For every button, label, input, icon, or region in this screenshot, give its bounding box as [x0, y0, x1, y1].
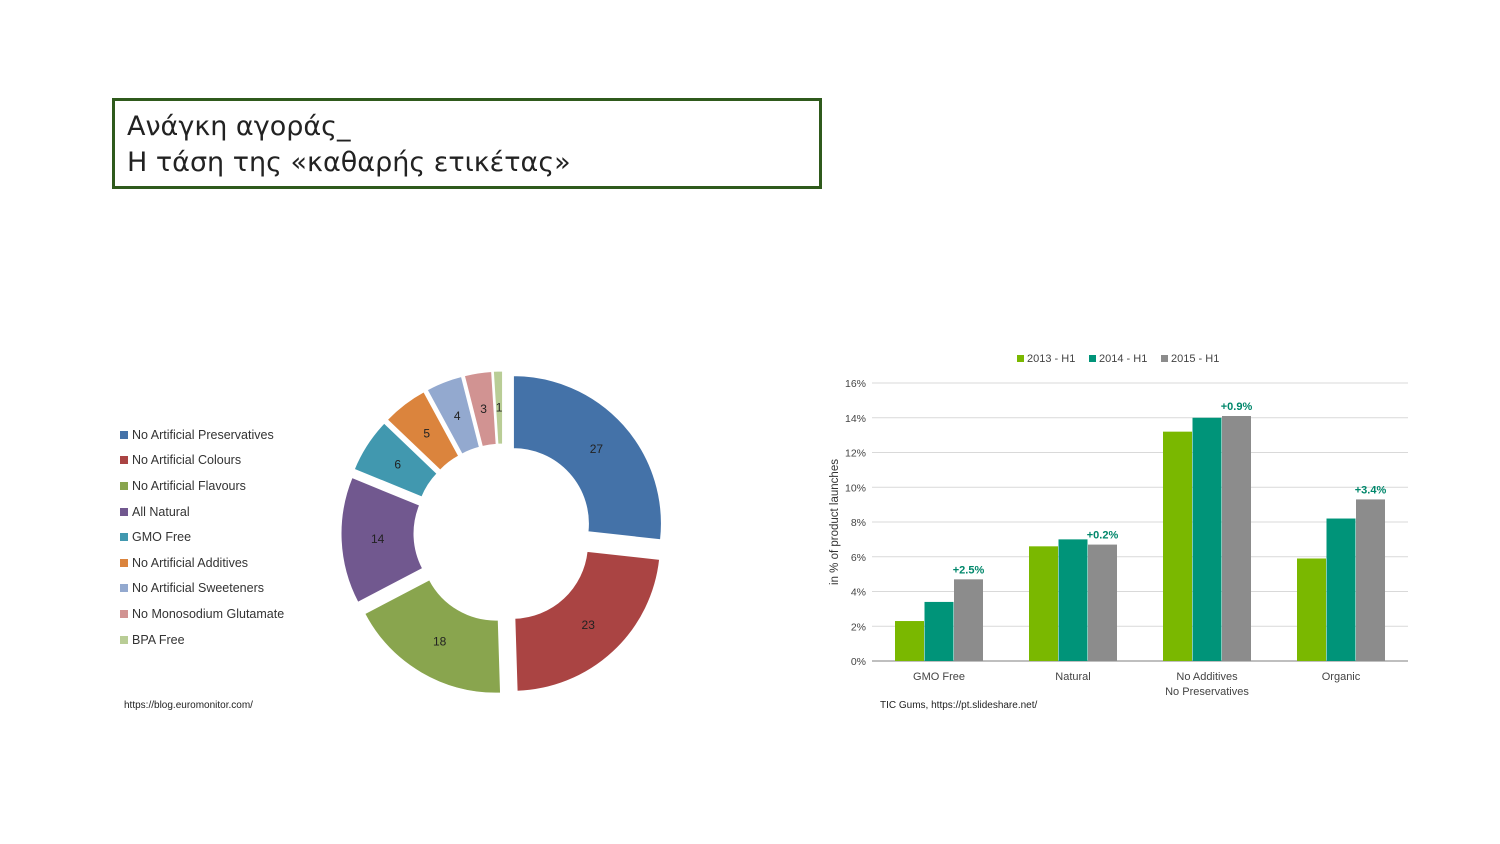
- donut-label-all-natural: 14: [371, 532, 385, 546]
- y-tick-label: 0%: [851, 656, 866, 668]
- bar-no-additives-no-preservatives-2014-h1: [1192, 417, 1222, 661]
- legend-label: No Artificial Additives: [132, 555, 249, 570]
- bar-legend-swatch: [1161, 355, 1168, 362]
- donut-label-bpa-free: 1: [496, 401, 503, 415]
- y-axis-label: in % of product launches: [829, 459, 841, 585]
- legend-swatch: [120, 430, 128, 439]
- x-tick-label: Natural: [1055, 671, 1090, 683]
- donut-chart: 27 23 18 14 6 5 4 3 1: [340, 370, 662, 694]
- y-tick-label: 10%: [845, 482, 866, 494]
- y-tick-label: 14%: [845, 413, 866, 425]
- bar-legend-swatch: [1017, 355, 1024, 362]
- x-tick-label: No Additives: [1176, 671, 1238, 683]
- donut-label-no-artificial-flavours: 18: [433, 634, 447, 648]
- legend-item-no-artificial-preservatives: No Artificial Preservatives: [120, 422, 340, 448]
- legend-label: GMO Free: [132, 530, 192, 545]
- legend-item-all-natural: All Natural: [120, 499, 340, 525]
- donut-legend: No Artificial Preservatives No Artificial…: [120, 422, 340, 652]
- bar-organic-2013-h1: [1297, 558, 1326, 661]
- legend-label: BPA Free: [132, 632, 185, 647]
- bar-gmo-free-2013-h1: [895, 621, 924, 661]
- slide-title-line-1: Ανάγκη αγοράς_: [127, 111, 351, 142]
- donut-label-no-monosodium-glutamate: 3: [480, 402, 487, 416]
- bar-natural-2014-h1: [1058, 539, 1088, 661]
- legend-swatch: [120, 609, 128, 618]
- legend-label: No Artificial Preservatives: [132, 427, 274, 442]
- bar-no-additives-no-preservatives-2013-h1: [1163, 431, 1192, 661]
- x-tick-label: GMO Free: [913, 671, 965, 683]
- x-tick-label: No Preservatives: [1165, 686, 1249, 698]
- donut-label-gmo-free: 6: [394, 458, 401, 472]
- legend-swatch: [120, 635, 128, 644]
- legend-item-gmo-free: GMO Free: [120, 524, 340, 550]
- bar-natural-2013-h1: [1029, 546, 1058, 661]
- legend-item-no-artificial-flavours: No Artificial Flavours: [120, 473, 340, 499]
- donut-label-no-artificial-preservatives: 27: [590, 442, 604, 456]
- slide-title-line-2: Η τάση της «καθαρής ετικέτας»: [127, 147, 571, 178]
- bar-annotation: +3.4%: [1355, 484, 1387, 496]
- legend-label: All Natural: [132, 504, 190, 519]
- y-tick-label: 2%: [851, 621, 866, 633]
- bar-no-additives-no-preservatives-2015-h1: [1222, 416, 1251, 661]
- bar-organic-2015-h1: [1356, 499, 1385, 661]
- bar-annotation: +2.5%: [953, 564, 985, 576]
- legend-item-no-artificial-sweeteners: No Artificial Sweeteners: [120, 576, 340, 602]
- donut-slice-no-monosodium-glutamate: [463, 370, 497, 448]
- bar-legend-label: 2015 - H1: [1171, 353, 1219, 365]
- legend-swatch: [120, 533, 128, 542]
- x-tick-label: Organic: [1322, 671, 1361, 683]
- bar-legend-label: 2014 - H1: [1099, 353, 1147, 365]
- legend-swatch: [120, 456, 128, 465]
- y-tick-label: 16%: [845, 378, 866, 390]
- donut-label-no-artificial-sweeteners: 4: [454, 409, 461, 423]
- donut-slice-no-artificial-sweeteners: [426, 375, 481, 455]
- y-tick-label: 8%: [851, 517, 866, 529]
- bar-annotation: +0.2%: [1087, 530, 1119, 542]
- slide-title-box: Ανάγκη αγοράς_ Η τάση της «καθαρής ετικέ…: [112, 98, 822, 189]
- donut-slice-all-natural: [340, 476, 424, 603]
- bar-legend-swatch: [1089, 355, 1096, 362]
- bar-legend-label: 2013 - H1: [1027, 353, 1075, 365]
- legend-item-no-artificial-additives: No Artificial Additives: [120, 550, 340, 576]
- donut-slice-bpa-free: [492, 370, 504, 445]
- legend-item-no-artificial-colours: No Artificial Colours: [120, 448, 340, 474]
- donut-slice-no-artificial-additives: [386, 391, 460, 471]
- source-left: https://blog.euromonitor.com/: [124, 700, 253, 711]
- bar-gmo-free-2014-h1: [924, 601, 954, 661]
- donut-slice-no-artificial-preservatives: [512, 375, 662, 541]
- bar-natural-2015-h1: [1088, 544, 1117, 661]
- legend-label: No Monosodium Glutamate: [132, 606, 285, 621]
- legend-swatch: [120, 481, 128, 490]
- y-tick-label: 4%: [851, 587, 866, 599]
- y-tick-label: 12%: [845, 448, 866, 460]
- bar-chart: 0% 2% 4% 6% 8% 10% 12% 14% 16% in % of product la…: [829, 353, 1408, 698]
- bar-organic-2014-h1: [1326, 518, 1356, 661]
- legend-item-no-monosodium-glutamate: No Monosodium Glutamate: [120, 601, 340, 627]
- bar-annotation: +0.9%: [1221, 401, 1253, 413]
- donut-slice-gmo-free: [353, 422, 438, 498]
- donut-slice-no-artificial-colours: [514, 550, 661, 692]
- legend-label: No Artificial Sweeteners: [132, 581, 265, 596]
- legend-swatch: [120, 558, 128, 567]
- legend-swatch: [120, 584, 128, 593]
- source-right: TIC Gums, https://pt.slideshare.net/: [880, 700, 1038, 711]
- legend-swatch: [120, 507, 128, 516]
- donut-slice-no-artificial-flavours: [364, 579, 502, 694]
- legend-label: No Artificial Flavours: [132, 478, 246, 493]
- donut-label-no-artificial-additives: 5: [423, 426, 430, 440]
- bar-gmo-free-2015-h1: [954, 579, 983, 661]
- y-tick-label: 6%: [851, 552, 866, 564]
- donut-label-no-artificial-colours: 23: [582, 618, 596, 632]
- legend-label: No Artificial Colours: [132, 453, 242, 468]
- legend-item-bpa-free: BPA Free: [120, 627, 340, 653]
